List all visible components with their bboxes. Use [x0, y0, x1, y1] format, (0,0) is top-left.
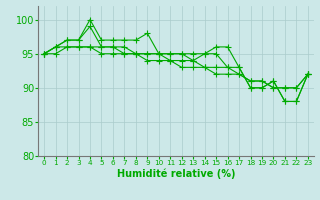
- X-axis label: Humidité relative (%): Humidité relative (%): [117, 169, 235, 179]
